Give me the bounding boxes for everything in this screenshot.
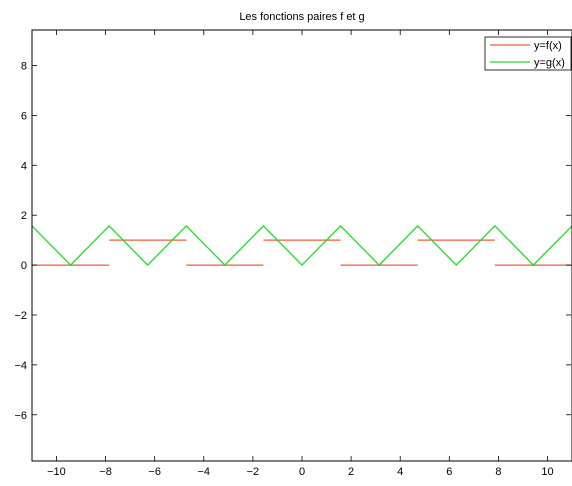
axes-box: [31, 29, 572, 462]
legend: y=f(x) y=g(x): [484, 36, 572, 71]
g-line: [31, 224, 572, 267]
x-tick-label-10: 10: [541, 466, 553, 478]
y-tick-label-3: 0: [21, 260, 27, 272]
x-tick-label-4: −2: [247, 466, 260, 478]
x-tick-label-2: −6: [148, 466, 161, 478]
legend-box: [484, 36, 572, 71]
y-tick-label-4: 2: [21, 210, 27, 222]
y-tick-label-6: 6: [21, 110, 27, 122]
y-tick-label-1: −4: [14, 360, 27, 372]
x-tick-label-0: −10: [47, 466, 66, 478]
legend-label-g: y=g(x): [534, 57, 565, 69]
x-tick-label-1: −8: [99, 466, 112, 478]
y-tick-label-5: 4: [21, 160, 27, 172]
legend-label-f: y=f(x): [534, 40, 562, 52]
plot-marks: [31, 224, 572, 267]
axis-ticks: −10 −8 −6 −4 −2 0 2 4 6 8 10 −6 −4 −2 0 2 4 6 8: [14, 30, 571, 478]
y-tick-label-0: −6: [14, 410, 27, 422]
x-tick-label-8: 6: [446, 466, 452, 478]
x-tick-label-5: 0: [299, 466, 305, 478]
y-tick-label-2: −2: [14, 310, 27, 322]
x-tick-label-3: −4: [198, 466, 211, 478]
y-tick-label-7: 8: [21, 61, 27, 73]
x-tick-label-7: 4: [397, 466, 403, 478]
x-tick-label-6: 2: [348, 466, 354, 478]
x-tick-label-9: 8: [495, 466, 501, 478]
chart-title: Les fonctions paires f et g: [239, 11, 364, 23]
